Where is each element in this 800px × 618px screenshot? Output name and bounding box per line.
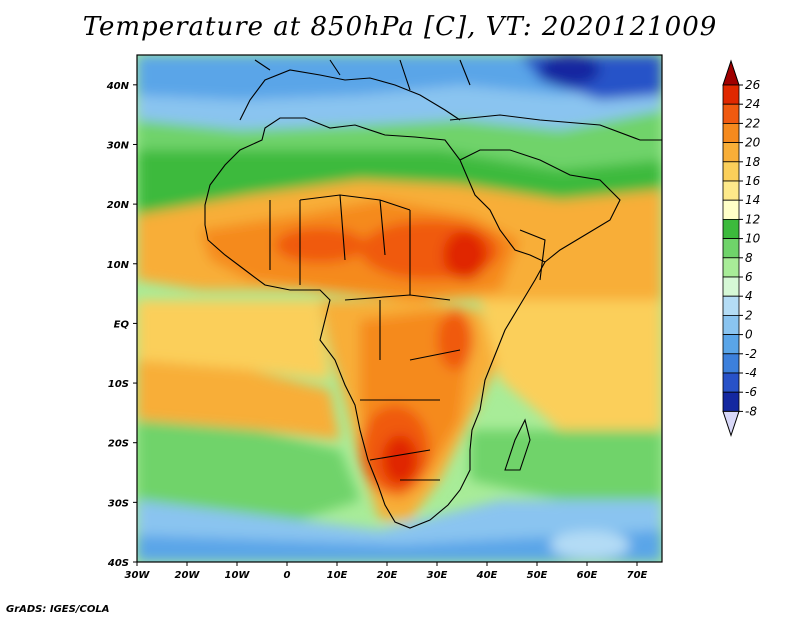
colorbar-label: 10 — [745, 232, 761, 246]
lat-tick-label: 40S — [107, 558, 129, 569]
colorbar-box — [722, 142, 740, 163]
lat-tick-label: 10S — [108, 379, 129, 390]
colorbar-label: 12 — [745, 212, 760, 226]
lat-tick-label: EQ — [114, 319, 130, 330]
colorbar-label: 16 — [745, 174, 761, 188]
colorbar-box — [722, 334, 740, 355]
map-frame — [136, 54, 663, 563]
colorbar-box — [722, 161, 740, 182]
lon-tick-label: 30W — [125, 570, 151, 581]
colorbar-box — [722, 103, 740, 124]
colorbar-box — [722, 295, 740, 316]
lon-tick-label: 50E — [527, 570, 548, 581]
footer-credit: GrADS: IGES/COLA — [6, 604, 110, 615]
lon-tick-label: 20E — [377, 570, 398, 581]
colorbar-label: -4 — [745, 366, 757, 380]
lat-tick-label: 10N — [107, 260, 130, 271]
colorbar-box — [722, 218, 740, 239]
colorbar-label: -2 — [745, 347, 757, 361]
latitude-axis: 40N 30N 20N 10N EQ 10S 20S 30S 40S — [106, 81, 137, 569]
lon-tick-label: 60E — [577, 570, 598, 581]
colorbar-label: 6 — [745, 270, 753, 284]
lon-tick-label: 30E — [427, 570, 448, 581]
colorbar-label: -8 — [745, 404, 757, 418]
colorbar-box — [722, 257, 740, 278]
colorbar-box — [722, 314, 740, 335]
lon-tick-label: 10W — [225, 570, 251, 581]
chart-title: Temperature at 850hPa [C], VT: 202012100… — [82, 12, 718, 42]
colorbar-box — [722, 199, 740, 220]
colorbar-top-triangle — [722, 59, 740, 86]
colorbar-label: 20 — [745, 136, 761, 150]
colorbar-box — [722, 84, 740, 105]
lon-tick-label: 70E — [627, 570, 648, 581]
colorbar-label: 24 — [745, 97, 760, 111]
colorbar-box — [722, 180, 740, 201]
lat-tick-label: 20N — [107, 200, 130, 211]
colorbar-box — [722, 276, 740, 297]
colorbar-label: 18 — [745, 155, 761, 169]
colorbar-box — [722, 123, 740, 144]
longitude-axis: 30W 20W 10W 0 10E 20E 30E 40E 50E 60E 70E — [125, 562, 648, 581]
colorbar-box — [722, 353, 740, 374]
colorbar-box — [722, 372, 740, 393]
lon-tick-label: 10E — [327, 570, 348, 581]
colorbar-label: 2 — [745, 308, 753, 322]
colorbar-box — [722, 391, 740, 412]
lat-tick-label: 40N — [106, 81, 130, 92]
colorbar-box — [722, 238, 740, 259]
colorbar-label: 14 — [745, 193, 760, 207]
colorbar-label: 0 — [745, 328, 753, 342]
temperature-field — [137, 55, 662, 562]
lon-tick-label: 20W — [175, 570, 201, 581]
colorbar-label: -6 — [745, 385, 757, 399]
lat-tick-label: 30S — [108, 498, 129, 509]
lon-tick-label: 40E — [476, 570, 498, 581]
colorbar-label: 8 — [745, 251, 753, 265]
colorbar-label: 22 — [745, 116, 760, 130]
colorbar-label: 4 — [745, 289, 753, 303]
lat-tick-label: 30N — [107, 140, 130, 151]
colorbar-label: 26 — [745, 78, 761, 92]
lon-tick-label: 0 — [284, 570, 291, 581]
colorbar-bottom-triangle — [722, 410, 740, 437]
lat-tick-label: 20S — [108, 439, 129, 450]
